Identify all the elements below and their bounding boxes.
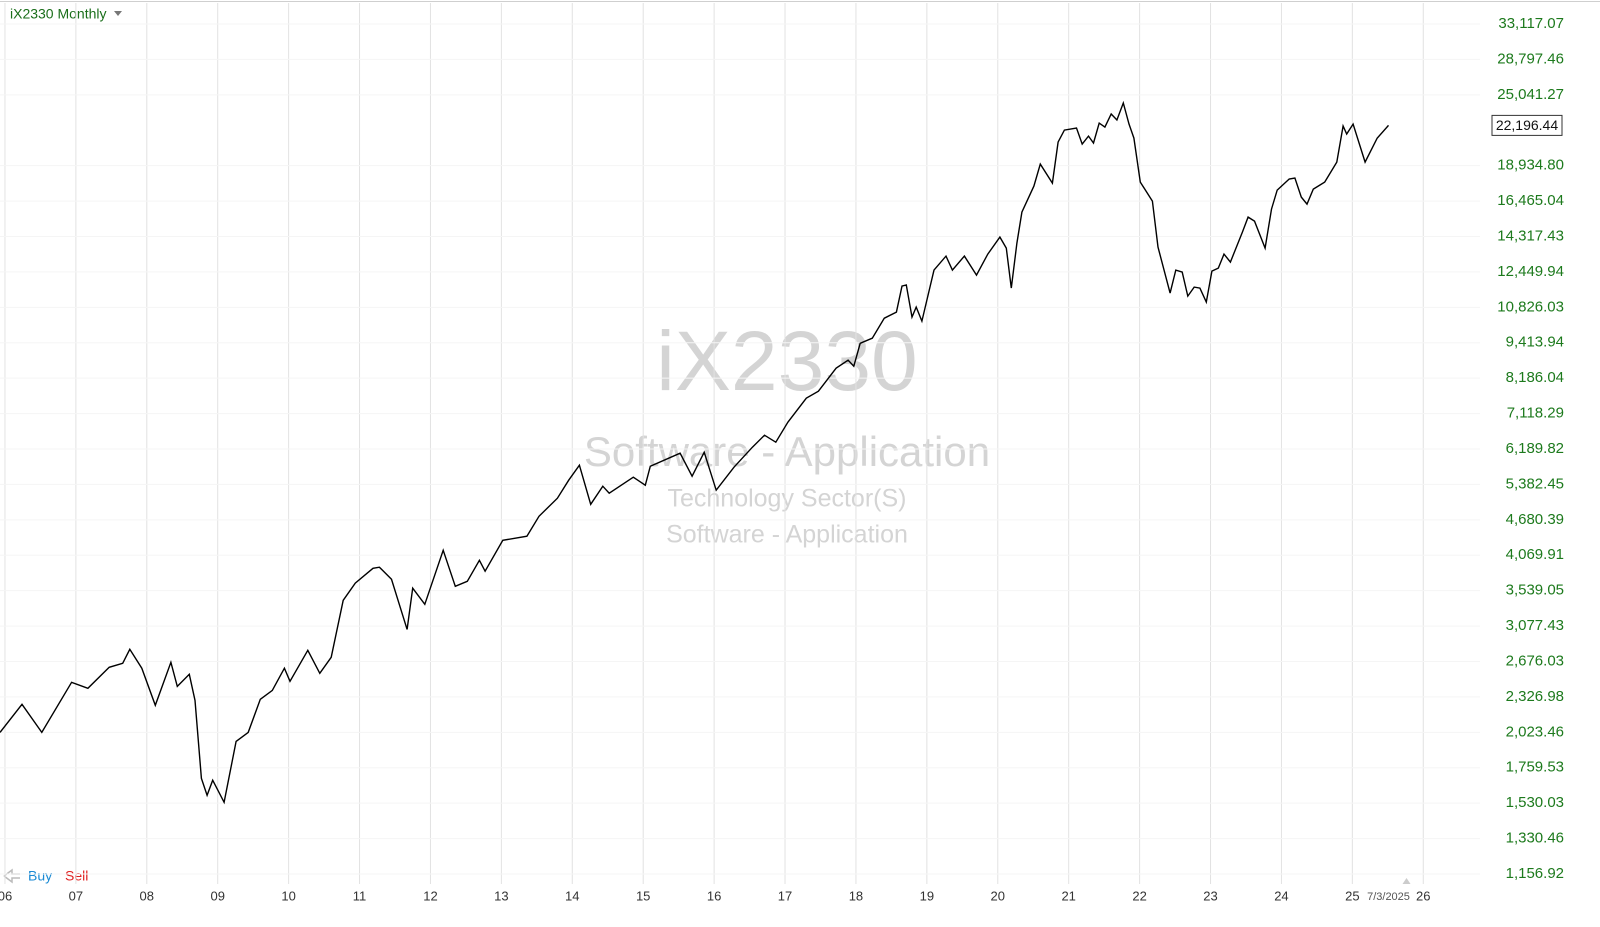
x-tick-label: 19 — [920, 888, 934, 903]
x-tick-label: 12 — [423, 888, 437, 903]
price-marker-box — [1491, 114, 1563, 136]
y-tick-label: 2,676.03 — [1506, 652, 1564, 669]
sell-button[interactable]: Sell — [65, 868, 88, 884]
x-tick-label: 22 — [1132, 888, 1146, 903]
price-line — [0, 100, 1390, 805]
x-tick-label: 23 — [1203, 888, 1217, 903]
y-tick-label: 12,449.94 — [1497, 263, 1564, 280]
buy-button[interactable]: Buy — [28, 868, 52, 884]
x-tick-label: 11 — [353, 888, 367, 903]
y-tick-label: 1,330.46 — [1506, 830, 1564, 847]
y-tick-label: 7,118.29 — [1507, 405, 1564, 422]
x-tick-label: 07 — [69, 888, 83, 903]
y-tick-label: 6,189.82 — [1506, 440, 1564, 457]
x-tick-label: 21 — [1061, 888, 1075, 903]
watermark-subindustry: Software - Application — [666, 521, 908, 549]
x-tick-label: 24 — [1274, 888, 1288, 903]
watermark-sector: Technology Sector(S) — [667, 485, 906, 513]
x-tick-label: 16 — [707, 888, 721, 903]
y-tick-label: 3,077.43 — [1506, 617, 1564, 634]
x-tick-label: 08 — [140, 888, 154, 903]
y-tick-label: 18,934.80 — [1497, 157, 1564, 174]
y-tick-label: 28,797.46 — [1497, 50, 1564, 67]
y-tick-label: 9,413.94 — [1506, 334, 1564, 351]
y-tick-label: 2,023.46 — [1506, 723, 1564, 740]
y-tick-label: 4,069.91 — [1506, 546, 1564, 563]
x-tick-label: 10 — [281, 888, 295, 903]
x-tick-label: 26 — [1416, 888, 1430, 903]
y-tick-label: 4,680.39 — [1506, 511, 1564, 528]
y-tick-label: 5,382.45 — [1506, 475, 1564, 492]
y-tick-label: 1,530.03 — [1506, 794, 1564, 811]
y-tick-label: 14,317.43 — [1497, 227, 1564, 244]
x-tick-label: 09 — [210, 888, 224, 903]
y-tick-label: 1,759.53 — [1506, 759, 1564, 776]
watermark-symbol: iX2330 — [656, 314, 918, 408]
x-tick-label: 13 — [494, 888, 508, 903]
x-tick-label: 15 — [636, 888, 650, 903]
x-tick-label: 25 — [1345, 888, 1359, 903]
swap-icon[interactable] — [3, 868, 20, 884]
y-tick-label: 25,041.27 — [1497, 86, 1564, 103]
y-tick-label: 33,117.07 — [1498, 15, 1564, 32]
current-date-marker — [1402, 878, 1411, 884]
x-tick-label: 17 — [778, 888, 792, 903]
x-tick-label: 14 — [565, 888, 579, 903]
watermark-industry: Software - Application — [584, 428, 990, 475]
x-tick-label: 06 — [0, 888, 12, 903]
dropdown-arrow[interactable] — [114, 11, 122, 16]
x-tick-label: 18 — [849, 888, 863, 903]
y-tick-label: 2,326.98 — [1506, 688, 1564, 705]
chart-title[interactable]: iX2330 Monthly — [10, 6, 107, 22]
current-date-label: 7/3/2025 — [1367, 891, 1410, 903]
y-tick-label: 1,156.92 — [1506, 865, 1564, 882]
y-tick-label: 16,465.04 — [1497, 192, 1564, 209]
y-tick-label: 10,826.03 — [1497, 298, 1564, 315]
y-tick-label: 3,539.05 — [1506, 582, 1564, 599]
y-tick-label: 8,186.04 — [1506, 369, 1564, 386]
price-marker-label: 22,196.44 — [1496, 117, 1558, 133]
x-tick-label: 20 — [991, 888, 1005, 903]
